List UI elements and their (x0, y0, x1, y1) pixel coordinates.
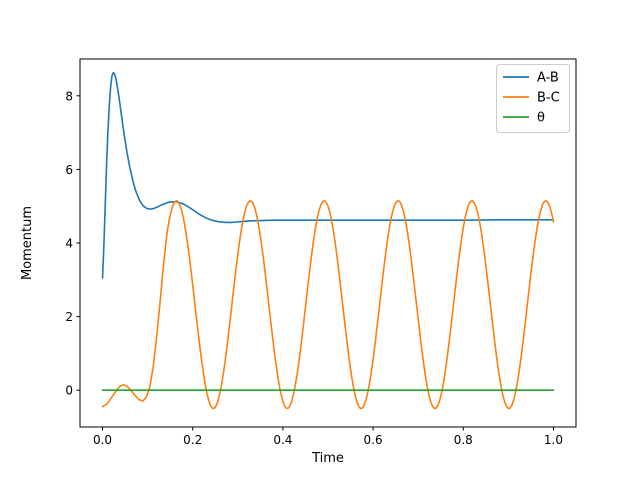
y-tick-label: 0 (65, 384, 73, 398)
series-line-1 (101, 199, 555, 410)
plot-area (101, 71, 555, 410)
legend-box (496, 64, 570, 133)
legend: A-B B-C θ (496, 64, 570, 133)
legend-label-a-b: A-B (537, 71, 559, 86)
x-tick-label: 0.8 (454, 433, 473, 447)
x-tick-label: 0.4 (273, 433, 292, 447)
y-tick-label: 2 (65, 310, 73, 324)
axis-ticks: 0.0 0.2 0.4 0.6 0.8 1.0 0 2 4 6 8 (65, 89, 563, 447)
x-tick-label: 0.2 (183, 433, 202, 447)
y-tick-label: 6 (65, 163, 73, 177)
x-axis-label: Time (311, 451, 344, 466)
x-tick-label: 1.0 (544, 433, 563, 447)
series-line-0 (101, 71, 555, 279)
x-tick-label: 0.0 (93, 433, 112, 447)
x-tick-label: 0.6 (364, 433, 383, 447)
legend-label-b-c: B-C (537, 91, 560, 106)
y-tick-label: 4 (65, 237, 73, 251)
legend-label-theta: θ (537, 111, 545, 126)
y-axis-label: Momentum (20, 206, 35, 280)
y-tick-label: 8 (65, 89, 73, 103)
